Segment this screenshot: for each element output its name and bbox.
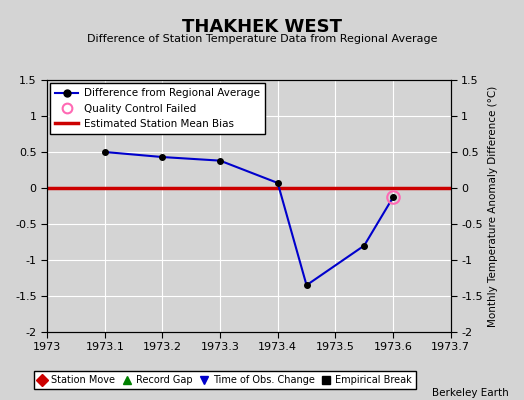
- Y-axis label: Monthly Temperature Anomaly Difference (°C): Monthly Temperature Anomaly Difference (…: [488, 85, 498, 327]
- Text: Difference of Station Temperature Data from Regional Average: Difference of Station Temperature Data f…: [87, 34, 437, 44]
- Legend: Station Move, Record Gap, Time of Obs. Change, Empirical Break: Station Move, Record Gap, Time of Obs. C…: [34, 371, 416, 389]
- Text: Berkeley Earth: Berkeley Earth: [432, 388, 508, 398]
- Text: THAKHEK WEST: THAKHEK WEST: [182, 18, 342, 36]
